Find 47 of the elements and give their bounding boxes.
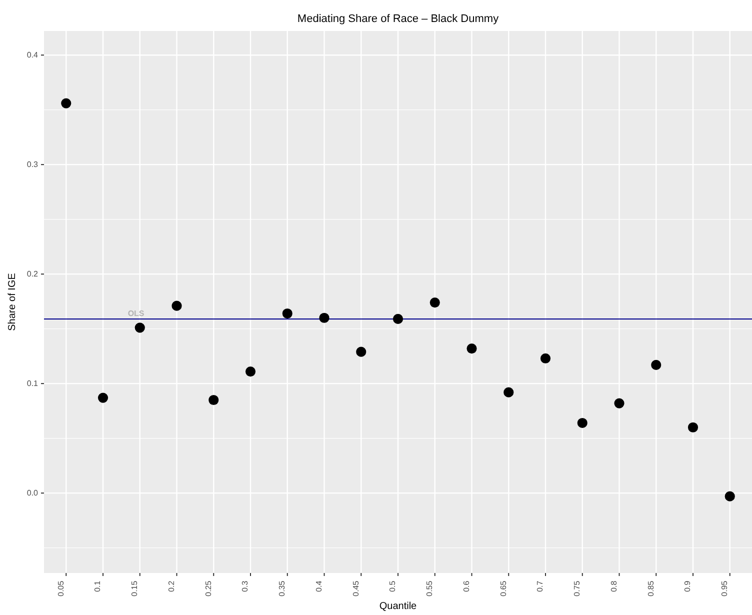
x-axis-title: Quantile xyxy=(379,601,418,612)
x-tick-label: 0.15 xyxy=(130,580,140,596)
point xyxy=(245,366,256,377)
point xyxy=(172,300,182,311)
point xyxy=(282,308,292,319)
x-tick-label: 0.95 xyxy=(720,580,730,596)
point xyxy=(430,298,440,308)
y-tick-label: 0.1 xyxy=(26,379,39,388)
point xyxy=(540,353,551,364)
point xyxy=(61,98,72,108)
x-tick-label: 0.9 xyxy=(683,580,692,592)
point xyxy=(392,314,404,324)
point xyxy=(98,392,108,403)
point xyxy=(466,344,477,354)
point xyxy=(688,422,698,432)
x-tick-label: 0.4 xyxy=(314,580,324,592)
x-tick-label: 0.3 xyxy=(240,580,250,592)
point xyxy=(724,491,735,502)
x-tick-label: 0.65 xyxy=(498,580,508,596)
x-tick-label: 0.05 xyxy=(56,580,66,596)
y-tick-label: 0.0 xyxy=(26,488,39,498)
point xyxy=(208,394,219,406)
point xyxy=(577,418,588,428)
point xyxy=(651,360,662,370)
x-tick-label: 0.2 xyxy=(166,580,176,592)
x-tick-label: 0.45 xyxy=(351,580,360,596)
chart-title: Mediating Share of Race – Black Dummy xyxy=(297,13,500,25)
y-tick-label: 0.3 xyxy=(26,160,39,170)
x-tick-label: 0.35 xyxy=(278,580,287,596)
point xyxy=(319,312,330,323)
y-tick-label: 0.4 xyxy=(26,50,39,60)
x-tick-label: 0.75 xyxy=(572,580,582,596)
point xyxy=(134,322,145,333)
x-tick-label: 0.8 xyxy=(609,580,618,592)
x-tick-label: 0.5 xyxy=(388,580,398,592)
x-tick-label: 0.25 xyxy=(204,580,213,596)
x-tick-label: 0.7 xyxy=(536,580,545,592)
ref-line-label: OLS xyxy=(128,308,145,318)
x-tick-label: 0.1 xyxy=(93,580,102,592)
point xyxy=(356,346,366,357)
x-tick-label: 0.85 xyxy=(646,580,656,596)
point xyxy=(614,398,624,408)
point xyxy=(504,387,514,398)
x-tick-label: 0.6 xyxy=(462,580,471,592)
y-axis-title: Share of IGE xyxy=(7,272,18,331)
y-tick-label: 0.2 xyxy=(26,270,39,279)
x-tick-label: 0.55 xyxy=(425,580,434,596)
